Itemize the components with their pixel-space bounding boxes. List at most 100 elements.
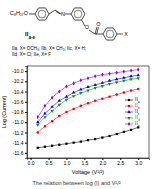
x-tick: 0.0 [28, 158, 35, 166]
bond [56, 11, 60, 14]
series-marker [72, 81, 74, 85]
legend-item: IIa [125, 96, 141, 104]
series-marker [123, 91, 126, 94]
x-tick-label: 2.0 [99, 160, 106, 166]
bond [65, 14, 71, 15]
legend-marker [128, 122, 130, 126]
series-marker [50, 105, 53, 108]
series-marker [129, 74, 132, 77]
ring-aromatic [74, 10, 82, 18]
series-marker [123, 70, 125, 74]
series-line [38, 70, 138, 118]
chart-title: The relation between log (I) and V¹/² [32, 180, 120, 186]
x-tick: 1.5 [81, 158, 88, 166]
y-tick-label: -11.4 [12, 140, 23, 146]
ring [103, 28, 117, 40]
y-tick-mark [25, 153, 27, 154]
series-marker [108, 79, 111, 82]
series-marker [130, 129, 132, 131]
series-marker [43, 116, 46, 119]
series-marker [80, 141, 82, 143]
compound-label: IIa-e [25, 31, 35, 40]
series-marker [108, 135, 110, 137]
series-marker [44, 125, 47, 128]
series-marker [73, 142, 75, 144]
x-tick-label: 0.0 [28, 160, 35, 166]
series-marker [58, 99, 61, 102]
series-marker [129, 78, 132, 81]
bond [49, 10, 55, 14]
ring-aromatic [38, 10, 46, 18]
series-marker [80, 105, 83, 108]
series-marker [123, 131, 125, 133]
series-marker [65, 143, 67, 145]
series-marker [130, 69, 132, 73]
series-marker [94, 99, 97, 102]
y-tick-mark [25, 81, 27, 82]
substituent-key: IIa, X= OCH₃; IIb, X= CH₃; IIc, X= H; [12, 46, 86, 51]
series-marker [94, 138, 96, 140]
series-marker [116, 71, 118, 75]
bond [117, 34, 123, 35]
y-tick-label: -11.2 [12, 130, 23, 136]
series-marker [94, 74, 96, 78]
series-marker [79, 88, 82, 91]
series-marker [87, 102, 90, 105]
x-tick-label: 2.5 [117, 160, 124, 166]
y-tick-label: -11.6 [12, 150, 23, 156]
series-marker [108, 95, 111, 98]
y-tick-mark [25, 143, 27, 144]
ring-aromatic [106, 30, 114, 38]
series-marker [137, 67, 139, 71]
series-marker [108, 72, 110, 76]
y-axis-line [25, 67, 28, 159]
atom-label: O [96, 21, 101, 27]
x-axis-title: Voltage (V¹/²) [72, 169, 105, 175]
series-marker [65, 99, 68, 102]
atom-label: O [85, 24, 90, 30]
series-marker [65, 84, 67, 88]
structure: C₈H₁₇ONOOXIIa-eIIa, X= OCH₃; IIb, X= CH₃… [10, 8, 128, 57]
series-marker [72, 108, 75, 111]
series-line [38, 78, 138, 125]
figure: C₈H₁₇ONOOXIIa-eIIa, X= OCH₃; IIb, X= CH₃… [0, 0, 153, 189]
atom-label: C₈H₁₇O [10, 10, 29, 16]
legend-line [125, 100, 133, 101]
x-tick-label: 0.5 [46, 160, 53, 166]
series-marker [37, 115, 39, 119]
series-marker [37, 131, 40, 134]
y-tick: -10.6 [12, 99, 27, 105]
series-line [38, 127, 138, 147]
bond [97, 27, 99, 34]
x-tick: 3.0 [135, 158, 142, 166]
series-marker [36, 120, 39, 123]
series-marker [58, 104, 61, 107]
series-marker [122, 76, 125, 79]
series-marker [116, 133, 118, 135]
series-marker [37, 147, 39, 149]
series-marker [101, 136, 103, 138]
y-tick: -11.2 [12, 130, 27, 136]
y-tick-mark [25, 92, 27, 93]
x-tick: 0.5 [46, 158, 53, 166]
legend-line [125, 106, 133, 107]
bond [89, 30, 95, 34]
series-marker [43, 112, 46, 115]
legend-marker [128, 105, 131, 108]
series-marker [65, 111, 68, 114]
series-marker [51, 120, 54, 123]
y-tick-label: -10.6 [12, 99, 24, 105]
series-marker [86, 90, 89, 93]
series-marker [87, 139, 89, 141]
series-marker [93, 83, 96, 86]
y-tick-label: -10.8 [12, 109, 24, 115]
y-tick-label: -11.0 [12, 119, 23, 125]
series-marker [51, 96, 53, 100]
series-marker [122, 80, 125, 83]
series-marker [58, 115, 61, 118]
series-marker [79, 92, 82, 95]
x-tick-label: 1.5 [81, 160, 88, 166]
plot-area [36, 67, 140, 148]
series-marker [93, 87, 96, 90]
x-tick: 2.5 [117, 158, 124, 166]
